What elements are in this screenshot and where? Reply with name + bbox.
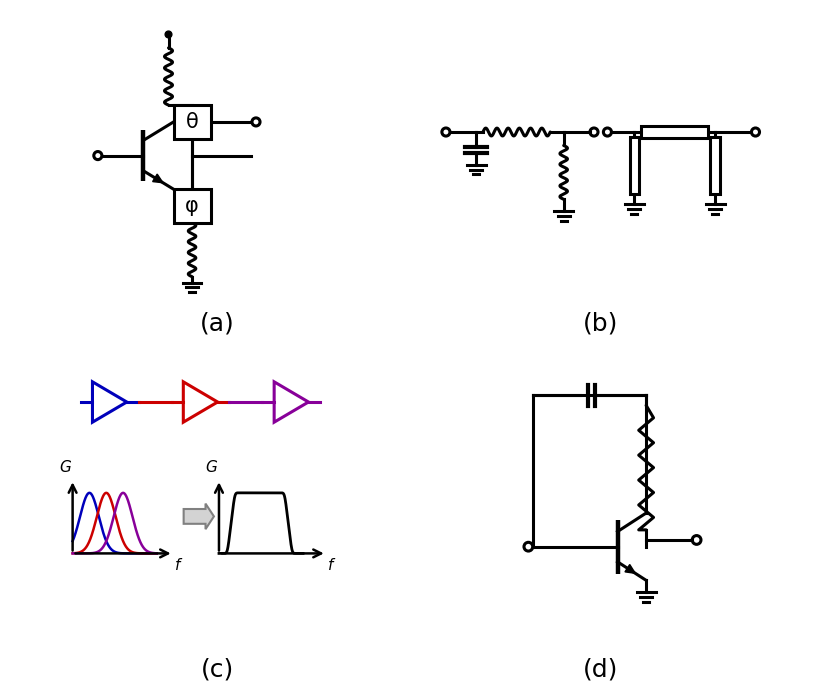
Text: (a): (a)	[200, 312, 235, 336]
Text: (d): (d)	[583, 657, 618, 681]
Text: G: G	[205, 460, 218, 475]
Text: f: f	[175, 559, 181, 573]
Text: G: G	[59, 460, 71, 475]
Polygon shape	[153, 174, 163, 183]
Bar	[173, 105, 210, 138]
Bar	[173, 189, 210, 223]
Text: f: f	[328, 559, 334, 573]
Polygon shape	[625, 564, 636, 573]
Text: φ: φ	[185, 196, 199, 216]
Text: (c): (c)	[200, 657, 234, 681]
Polygon shape	[184, 504, 214, 529]
Circle shape	[165, 31, 172, 38]
Bar	[710, 137, 720, 194]
Text: θ: θ	[186, 112, 199, 132]
Bar	[630, 137, 639, 194]
Bar	[641, 126, 708, 138]
Text: (b): (b)	[583, 312, 618, 336]
